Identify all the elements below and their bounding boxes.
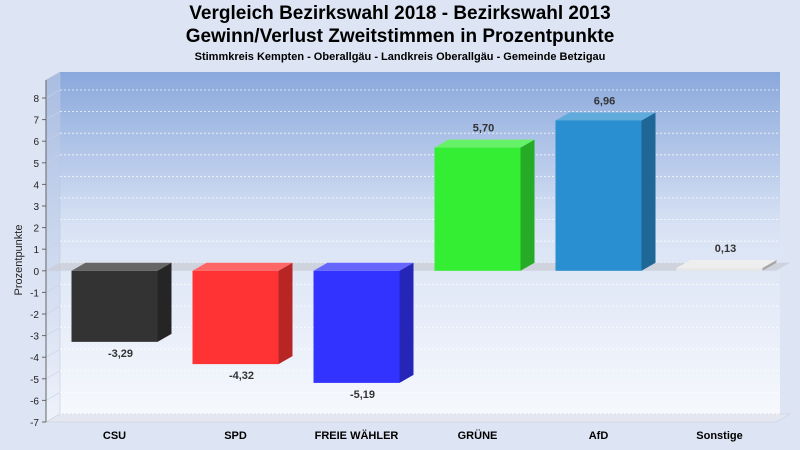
bar-top xyxy=(313,262,414,271)
bar-side xyxy=(520,139,535,271)
data-label: 6,96 xyxy=(594,95,615,107)
y-tick-label: 3 xyxy=(33,202,39,213)
gridline-side xyxy=(45,176,61,185)
bar-top xyxy=(434,139,535,148)
gridline-side xyxy=(45,111,61,120)
bar-top xyxy=(192,262,293,271)
y-tick-label: 0 xyxy=(33,267,39,278)
y-axis-label: Prozentpunkte xyxy=(13,225,25,296)
bar-spd xyxy=(192,262,293,365)
gridline-side xyxy=(45,327,61,336)
y-tick-label: -6 xyxy=(30,396,39,407)
bar-front xyxy=(71,270,158,342)
y-tick-label: -5 xyxy=(30,375,39,386)
gridline-side xyxy=(45,284,61,293)
y-tick-label: 4 xyxy=(33,180,39,191)
bar-front xyxy=(676,267,763,271)
chart-title-block: Vergleich Bezirkswahl 2018 - Bezirkswahl… xyxy=(0,2,800,65)
bar-side xyxy=(641,112,656,271)
gridline-side xyxy=(45,370,61,380)
y-tick-label: 1 xyxy=(33,245,39,256)
gridline-side xyxy=(45,348,61,358)
x-tick-label: Sonstige xyxy=(696,430,742,442)
gridline-side xyxy=(45,197,61,207)
bar-top xyxy=(71,262,172,271)
gridline-side xyxy=(45,132,61,142)
plot-floor xyxy=(45,413,791,423)
bar-side xyxy=(157,262,172,342)
y-tick-label: 6 xyxy=(33,137,39,148)
bar-front xyxy=(434,147,521,271)
gridline-side xyxy=(45,240,61,250)
y-tick-label: -1 xyxy=(30,288,39,299)
plot-side-wall xyxy=(45,71,61,423)
bar-grüne xyxy=(434,139,535,271)
chart-title: Vergleich Bezirkswahl 2018 - Bezirkswahl… xyxy=(189,3,611,24)
gridline-side xyxy=(45,89,61,99)
bar-front xyxy=(192,270,279,365)
data-label: -3,29 xyxy=(108,348,133,360)
bar-csu xyxy=(71,262,172,342)
bar-freie-wähler xyxy=(313,262,414,383)
bar-top xyxy=(676,259,777,268)
chart-title-line2: Gewinn/Verlust Zweitstimmen in Prozentpu… xyxy=(185,26,615,47)
y-tick-label: -4 xyxy=(30,353,39,364)
bar-sonstige xyxy=(676,259,777,271)
y-tick-label: -3 xyxy=(30,332,39,343)
bar-side xyxy=(762,259,777,271)
x-tick-label: GRÜNE xyxy=(458,429,498,442)
y-tick-label: 2 xyxy=(33,224,39,235)
chart-subtitle: Stimmkreis Kempten - Oberallgäu - Landkr… xyxy=(194,51,606,63)
gridline-side xyxy=(45,413,61,423)
y-tick-label: -2 xyxy=(30,310,39,321)
bar-front xyxy=(555,120,642,271)
bar-front xyxy=(313,270,400,383)
bar-side xyxy=(399,262,414,383)
y-tick-label: 8 xyxy=(33,94,39,105)
x-tick-label: FREIE WÄHLER xyxy=(315,429,399,442)
data-label: -5,19 xyxy=(350,389,375,401)
data-label: -4,32 xyxy=(229,370,254,382)
gridline-side xyxy=(45,392,61,401)
data-label: 5,70 xyxy=(473,123,494,135)
gridline-side xyxy=(45,154,61,164)
gridline-side xyxy=(45,305,61,315)
bar-top xyxy=(555,112,656,121)
bar-afd xyxy=(555,112,656,271)
gridline-side xyxy=(45,219,61,228)
x-tick-label: AfD xyxy=(589,430,609,442)
y-tick-label: 7 xyxy=(33,116,39,127)
bar-side xyxy=(278,262,293,365)
data-label: 0,13 xyxy=(715,243,736,255)
x-tick-label: SPD xyxy=(224,430,247,442)
y-tick-label: -7 xyxy=(30,418,39,429)
x-tick-label: CSU xyxy=(103,430,126,442)
y-tick-label: 5 xyxy=(33,159,39,170)
plot-back-wall xyxy=(60,72,780,414)
